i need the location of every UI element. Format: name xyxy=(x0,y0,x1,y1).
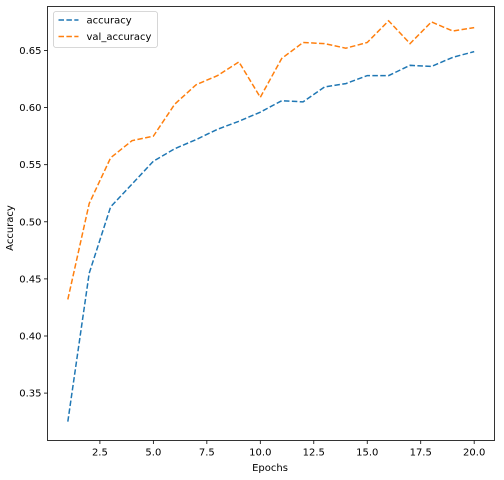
x-tick-label: 12.5 xyxy=(303,448,325,459)
x-axis-label: Epochs xyxy=(252,463,288,474)
x-tick-label: 5.0 xyxy=(145,448,161,459)
x-tick-label: 10.0 xyxy=(249,448,271,459)
x-tick-label: 15.0 xyxy=(356,448,378,459)
axes: 2.5 5.0 7.5 10.0 12.5 15.0 17.5 20.0 0.35 0.40 0.4… xyxy=(19,6,495,459)
series-line-accuracy xyxy=(67,50,475,422)
y-tick-label: 0.35 xyxy=(19,389,41,400)
plot-frame xyxy=(47,6,495,441)
x-tick-label: 2.5 xyxy=(92,448,108,459)
y-tick-label: 0.40 xyxy=(19,331,41,342)
legend: accuracy val_accuracy xyxy=(53,11,158,48)
x-tick-label: 7.5 xyxy=(199,448,215,459)
plot-area xyxy=(67,19,475,422)
legend-label-val-accuracy: val_accuracy xyxy=(87,32,152,43)
y-tick-label: 0.65 xyxy=(19,46,41,57)
y-tick-label: 0.50 xyxy=(19,217,41,228)
y-tick-label: 0.45 xyxy=(19,274,41,285)
x-tick-label: 17.5 xyxy=(410,448,432,459)
legend-box xyxy=(53,11,158,48)
y-tick-label: 0.55 xyxy=(19,160,41,171)
y-axis-label: Accuracy xyxy=(5,205,16,251)
series-line-val-accuracy xyxy=(67,19,475,300)
x-tick-label: 20.0 xyxy=(463,448,485,459)
y-tick-label: 0.60 xyxy=(19,103,41,114)
legend-label-accuracy: accuracy xyxy=(87,16,132,27)
